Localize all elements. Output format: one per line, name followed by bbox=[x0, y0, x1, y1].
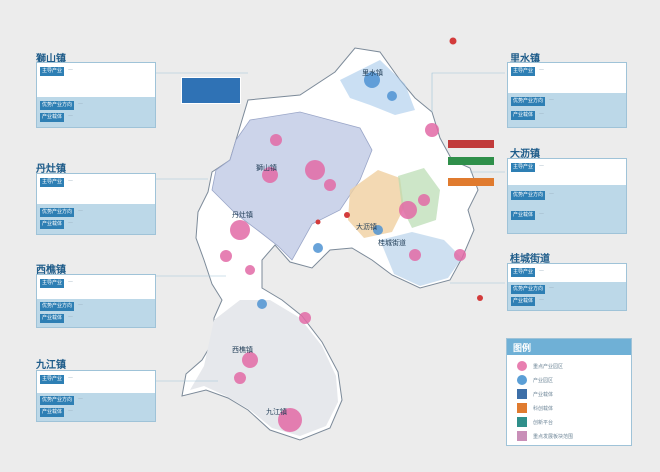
zone-southeast bbox=[380, 232, 462, 286]
value: — bbox=[539, 163, 545, 169]
value: — bbox=[78, 396, 84, 402]
panel-connectors bbox=[154, 72, 505, 382]
tag: 优势产业方向 bbox=[40, 101, 75, 110]
value: — bbox=[68, 113, 74, 119]
tag: 主导产业 bbox=[40, 279, 65, 288]
value: — bbox=[68, 375, 74, 381]
legend-label: 产业园区 bbox=[533, 377, 554, 384]
map-label-lishui: 里水镇 bbox=[362, 69, 383, 77]
legend-item: 科创载体 bbox=[517, 403, 553, 413]
town-title-xiqiao: 西樵镇 bbox=[36, 265, 66, 276]
map-label-dali: 大沥镇 bbox=[356, 223, 377, 231]
tag: 优势产业方向 bbox=[40, 302, 75, 311]
value: — bbox=[539, 211, 545, 217]
map-callout bbox=[181, 77, 241, 104]
industry-parks bbox=[257, 72, 397, 309]
tag: 产业载体 bbox=[511, 111, 536, 120]
tag: 主导产业 bbox=[511, 268, 536, 277]
tag: 产业载体 bbox=[40, 408, 65, 417]
tag: 主导产业 bbox=[511, 163, 536, 172]
tag: 产业载体 bbox=[511, 211, 536, 220]
tag: 产业载体 bbox=[40, 113, 65, 122]
panel-guicheng: 主导产业 — 优势产业方向 — 产业载体 — bbox=[507, 263, 627, 311]
tag: 产业载体 bbox=[40, 220, 65, 229]
map-label-guicheng: 桂城街道 bbox=[378, 239, 406, 247]
value: — bbox=[78, 302, 84, 308]
value: — bbox=[68, 279, 74, 285]
legend-label: 产业载体 bbox=[533, 391, 554, 398]
flag-orange bbox=[448, 178, 494, 186]
legend-title: 图例 bbox=[513, 344, 532, 354]
value: — bbox=[68, 178, 74, 184]
square-icon bbox=[517, 403, 527, 413]
panel-dali: 主导产业 — 优势产业方向 — 产业载体 — bbox=[507, 158, 627, 234]
tag: 优势产业方向 bbox=[511, 97, 546, 106]
value: — bbox=[549, 285, 555, 291]
value: — bbox=[539, 268, 545, 274]
legend-item: 创新平台 bbox=[517, 417, 553, 427]
panel-shishan: 主导产业 — 优势产业方向 — 产业载体 — bbox=[36, 62, 156, 128]
legend-item: 重点产业园区 bbox=[517, 361, 563, 371]
map-label-xiqiao: 西樵镇 bbox=[232, 346, 253, 354]
panel-jiujiang: 主导产业 — 优势产业方向 — 产业载体 — bbox=[36, 370, 156, 422]
panel-xiqiao: 主导产业 — 优势产业方向 — 产业载体 — bbox=[36, 274, 156, 328]
value: — bbox=[68, 314, 74, 320]
town-title-danzao: 丹灶镇 bbox=[36, 164, 66, 175]
tag: 主导产业 bbox=[40, 67, 65, 76]
key-industry-parks bbox=[220, 123, 466, 432]
value: — bbox=[68, 408, 74, 414]
panel-danzao: 主导产业 — 优势产业方向 — 产业载体 — bbox=[36, 173, 156, 235]
legend-label: 重点发展板块范围 bbox=[533, 433, 574, 440]
legend-label: 科创载体 bbox=[533, 405, 554, 412]
town-title-dali: 大沥镇 bbox=[510, 149, 540, 160]
tag: 优势产业方向 bbox=[511, 191, 546, 200]
town-title-shishan: 獅山镇 bbox=[36, 54, 66, 65]
value: — bbox=[539, 67, 545, 73]
town-title-jiujiang: 九江镇 bbox=[36, 360, 66, 371]
legend-item: 产业园区 bbox=[517, 375, 553, 385]
value: — bbox=[78, 101, 84, 107]
value: — bbox=[68, 220, 74, 226]
town-title-lishui: 里水镇 bbox=[510, 54, 540, 65]
town-title-guicheng: 桂城街道 bbox=[510, 254, 550, 265]
flag-green bbox=[448, 157, 494, 165]
tag: 产业载体 bbox=[511, 297, 536, 306]
legend-label: 重点产业园区 bbox=[533, 363, 564, 370]
map-label-jiujiang: 九江镇 bbox=[266, 408, 287, 416]
zone-center-orange bbox=[348, 170, 404, 238]
square-icon bbox=[517, 417, 527, 427]
tag: 优势产业方向 bbox=[40, 396, 75, 405]
legend-item: 产业载体 bbox=[517, 389, 553, 399]
zone-northwest bbox=[211, 111, 373, 261]
zone-north bbox=[340, 60, 415, 115]
legend: 图例 重点产业园区 产业园区 产业载体 科创载体 创新平台 重点发展板块范围 bbox=[506, 338, 632, 446]
map-label-danzao: 丹灶镇 bbox=[232, 211, 253, 219]
value: — bbox=[539, 297, 545, 303]
legend-label: 创新平台 bbox=[533, 419, 554, 426]
tag: 产业载体 bbox=[40, 314, 65, 323]
tag: 主导产业 bbox=[40, 375, 65, 384]
tag: 优势产业方向 bbox=[511, 285, 546, 294]
value: — bbox=[549, 97, 555, 103]
pink-circle-icon bbox=[517, 361, 527, 371]
red-markers bbox=[315, 37, 483, 301]
blue-circle-icon bbox=[517, 375, 527, 385]
legend-item: 重点发展板块范围 bbox=[517, 431, 573, 441]
value: — bbox=[539, 111, 545, 117]
tag: 主导产业 bbox=[40, 178, 65, 187]
legend-header: 图例 bbox=[507, 339, 631, 355]
flag-red bbox=[448, 140, 494, 148]
panel-lishui: 主导产业 — 优势产业方向 — 产业载体 — bbox=[507, 62, 627, 128]
tag: 优势产业方向 bbox=[40, 208, 75, 217]
zone-south bbox=[190, 300, 338, 436]
tag: 主导产业 bbox=[511, 67, 536, 76]
value: — bbox=[68, 67, 74, 73]
square-icon bbox=[517, 389, 527, 399]
map-label-shishan: 獅山镇 bbox=[256, 164, 277, 172]
value: — bbox=[78, 208, 84, 214]
value: — bbox=[549, 191, 555, 197]
square-icon bbox=[517, 431, 527, 441]
